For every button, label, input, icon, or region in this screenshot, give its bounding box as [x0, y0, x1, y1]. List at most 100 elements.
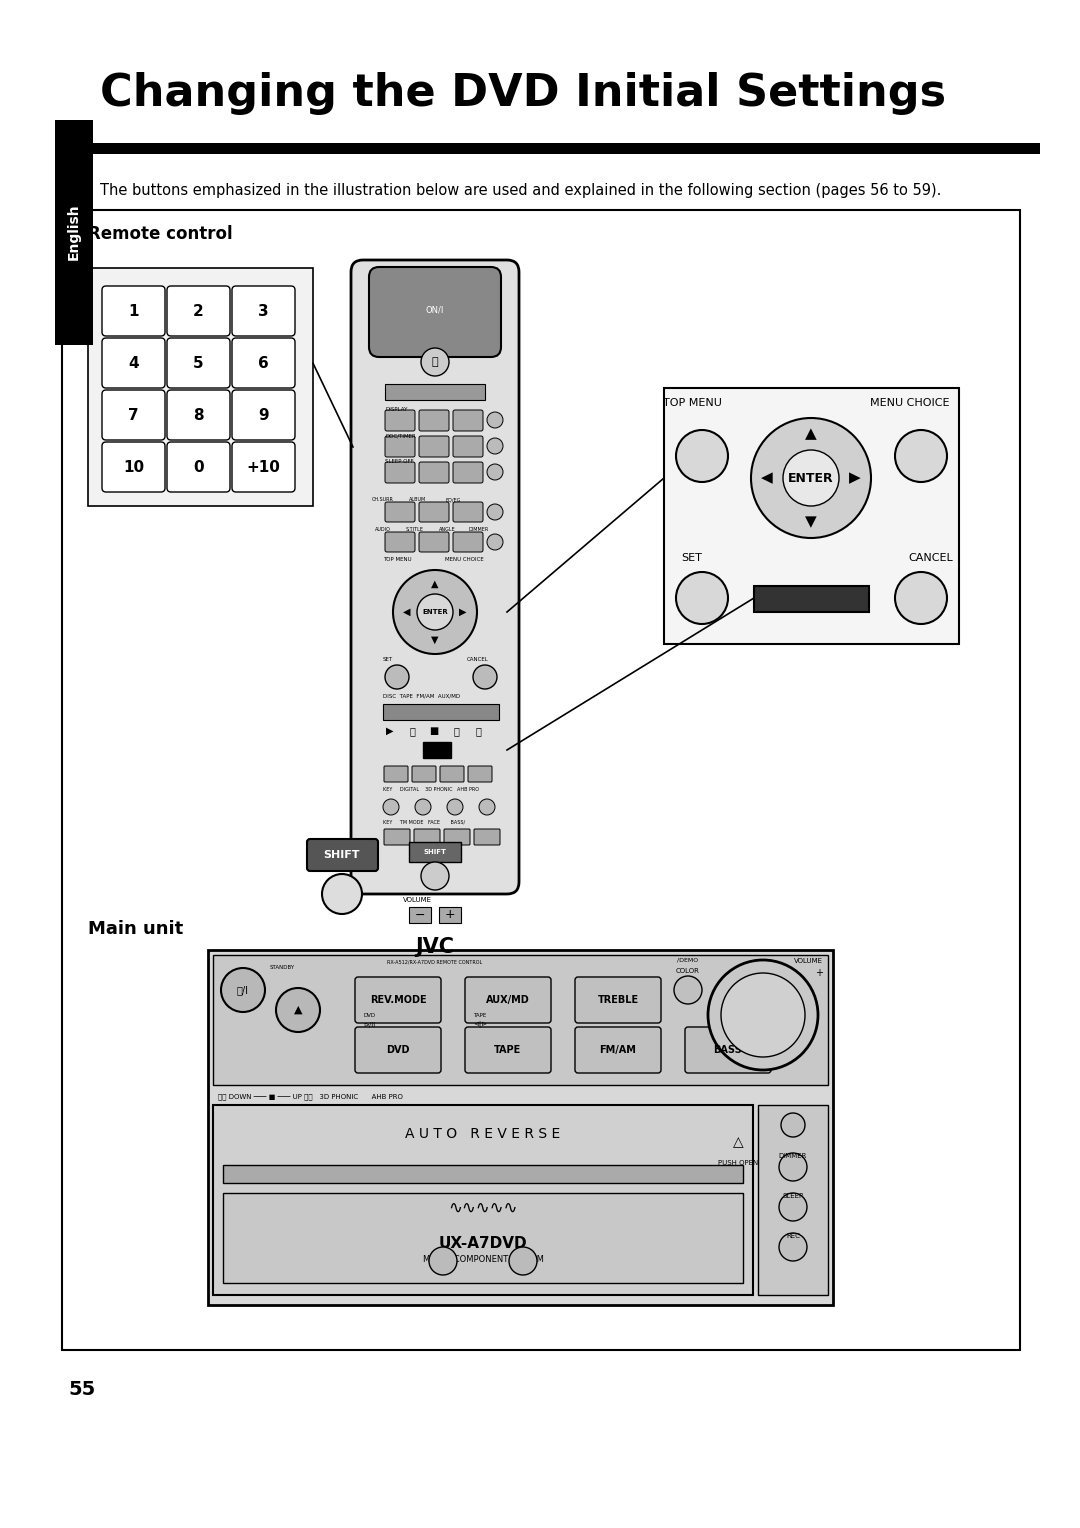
Circle shape [393, 570, 477, 654]
FancyBboxPatch shape [419, 410, 449, 431]
Text: ⊳/II: ⊳/II [363, 1022, 375, 1028]
Circle shape [487, 413, 503, 428]
Text: ⏻/I: ⏻/I [237, 986, 249, 995]
FancyBboxPatch shape [167, 286, 230, 336]
Text: ENTER: ENTER [788, 472, 834, 484]
Text: ALBUM: ALBUM [409, 497, 427, 503]
Text: KEY     DIGITAL    3D PHONIC   AHB PRO: KEY DIGITAL 3D PHONIC AHB PRO [383, 787, 480, 792]
Text: +: + [445, 909, 456, 921]
FancyBboxPatch shape [102, 390, 165, 440]
Text: BASS: BASS [714, 1045, 742, 1054]
Circle shape [415, 799, 431, 814]
FancyBboxPatch shape [102, 442, 165, 492]
FancyBboxPatch shape [232, 286, 295, 336]
Text: DIMMER: DIMMER [779, 1154, 807, 1160]
Text: AUDIO: AUDIO [375, 527, 391, 532]
FancyBboxPatch shape [444, 830, 470, 845]
Circle shape [421, 862, 449, 889]
Text: MICRO COMPONENT SYSTEM: MICRO COMPONENT SYSTEM [422, 1256, 543, 1265]
Circle shape [751, 419, 870, 538]
Text: REC: REC [786, 1233, 800, 1239]
Circle shape [721, 973, 805, 1057]
Text: DIMMER: DIMMER [469, 527, 489, 532]
Text: ⊲|⊳: ⊲|⊳ [473, 1021, 487, 1028]
Text: TAPE: TAPE [473, 1013, 486, 1018]
Text: S.TITLE: S.TITLE [406, 527, 424, 532]
Text: 6: 6 [258, 356, 269, 370]
Text: Changing the DVD Initial Settings: Changing the DVD Initial Settings [100, 72, 946, 115]
Text: MENU CHOICE: MENU CHOICE [445, 558, 484, 562]
FancyBboxPatch shape [453, 435, 483, 457]
Text: STANDBY: STANDBY [270, 966, 295, 970]
Circle shape [487, 504, 503, 520]
Bar [213, 1105, 753, 1296]
FancyBboxPatch shape [102, 286, 165, 336]
Text: ▲: ▲ [805, 426, 816, 442]
Text: 2: 2 [193, 304, 204, 318]
Circle shape [781, 1112, 805, 1137]
Text: ▲: ▲ [431, 579, 438, 588]
Text: 9: 9 [258, 408, 269, 423]
FancyBboxPatch shape [414, 830, 440, 845]
Text: MENU CHOICE: MENU CHOICE [869, 397, 949, 408]
Text: UX-A7DVD: UX-A7DVD [438, 1236, 527, 1250]
Text: SHIFT: SHIFT [324, 850, 361, 860]
FancyBboxPatch shape [468, 766, 492, 782]
Text: KEY     TM MODE   FACE       BASS/: KEY TM MODE FACE BASS/ [383, 821, 465, 825]
Text: ◀: ◀ [761, 471, 773, 486]
Text: DISPLAY: DISPLAY [384, 406, 407, 413]
Text: A U T O   R E V E R S E: A U T O R E V E R S E [405, 1128, 561, 1141]
FancyBboxPatch shape [167, 442, 230, 492]
FancyBboxPatch shape [419, 461, 449, 483]
Text: /DEMO: /DEMO [677, 958, 699, 963]
Circle shape [322, 874, 362, 914]
Text: ◀: ◀ [403, 607, 410, 617]
Circle shape [783, 451, 839, 506]
Bar [213, 955, 828, 1085]
Bar [222, 1193, 743, 1284]
FancyBboxPatch shape [474, 830, 500, 845]
Bar [758, 1105, 828, 1296]
Text: Main unit: Main unit [87, 920, 184, 938]
FancyBboxPatch shape [232, 390, 295, 440]
FancyBboxPatch shape [419, 435, 449, 457]
FancyBboxPatch shape [232, 338, 295, 388]
Text: English: English [67, 203, 81, 260]
Circle shape [674, 976, 702, 1004]
Circle shape [421, 348, 449, 376]
Circle shape [895, 571, 947, 623]
Circle shape [779, 1154, 807, 1181]
Circle shape [276, 989, 320, 1031]
Text: SLEEP: SLEEP [782, 1193, 804, 1199]
Text: SET: SET [681, 553, 702, 562]
Text: SHIFT: SHIFT [423, 850, 446, 856]
Bar [409, 908, 431, 923]
Text: EQ/EG: EQ/EG [445, 497, 461, 503]
Text: △: △ [732, 1135, 743, 1149]
Circle shape [480, 799, 495, 814]
FancyBboxPatch shape [575, 976, 661, 1024]
FancyBboxPatch shape [232, 442, 295, 492]
Text: SET: SET [383, 657, 393, 662]
Text: ⏻: ⏻ [432, 358, 438, 367]
Text: ▶: ▶ [459, 607, 467, 617]
Text: 55: 55 [68, 1380, 95, 1400]
Text: DVD: DVD [387, 1045, 409, 1054]
Text: ▲: ▲ [294, 1005, 302, 1015]
FancyBboxPatch shape [465, 1027, 551, 1073]
Bar [62, 209, 1020, 1351]
FancyBboxPatch shape [369, 267, 501, 358]
Text: 5: 5 [193, 356, 204, 370]
FancyBboxPatch shape [384, 830, 410, 845]
FancyBboxPatch shape [384, 532, 415, 552]
FancyBboxPatch shape [465, 976, 551, 1024]
Bar [87, 267, 313, 506]
Circle shape [708, 960, 818, 1070]
FancyBboxPatch shape [453, 461, 483, 483]
Text: ON/I: ON/I [426, 306, 444, 315]
Text: AUX/MD: AUX/MD [486, 995, 530, 1005]
Text: ▼: ▼ [431, 636, 438, 645]
FancyBboxPatch shape [384, 410, 415, 431]
Text: TREBLE: TREBLE [597, 995, 638, 1005]
FancyBboxPatch shape [355, 1027, 441, 1073]
